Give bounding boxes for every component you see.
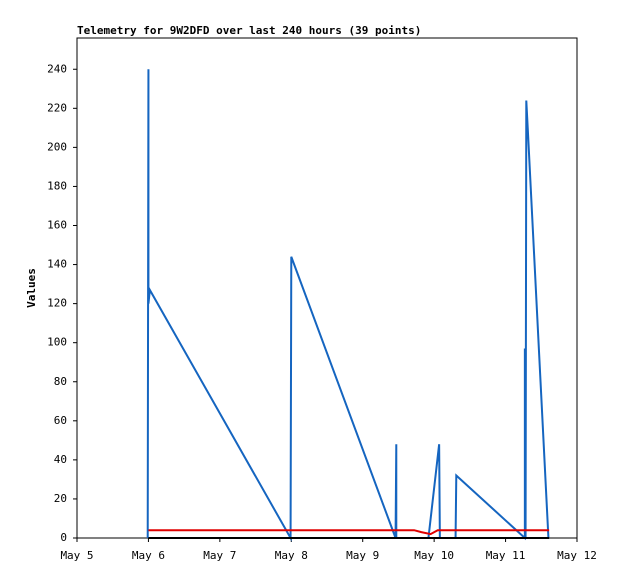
y-tick-label: 40 — [54, 453, 67, 466]
x-tick-label: May 8 — [275, 549, 308, 562]
x-tick-label: May 11 — [486, 549, 526, 562]
y-tick-label: 240 — [47, 62, 67, 75]
series-line — [148, 529, 550, 536]
y-tick-label: 0 — [60, 531, 67, 544]
y-tick-label: 220 — [47, 101, 67, 114]
series-line — [146, 69, 550, 542]
y-tick-label: 80 — [54, 375, 67, 388]
y-tick-label: 60 — [54, 414, 67, 427]
y-tick-label: 200 — [47, 140, 67, 153]
x-tick-label: May 6 — [132, 549, 165, 562]
x-tick-label: May 7 — [203, 549, 236, 562]
x-tick-label: May 5 — [60, 549, 93, 562]
y-tick-label: 160 — [47, 219, 67, 232]
y-tick-label: 120 — [47, 297, 67, 310]
chart-title: Telemetry for 9W2DFD over last 240 hours… — [77, 24, 421, 37]
plot-frame — [76, 37, 578, 539]
y-tick-label: 100 — [47, 336, 67, 349]
y-axis-label: Values — [25, 268, 38, 308]
y-tick-label: 140 — [47, 258, 67, 271]
x-tick-label: May 9 — [346, 549, 379, 562]
y-tick-label: 20 — [54, 492, 67, 505]
x-tick-label: May 10 — [414, 549, 454, 562]
y-tick-label: 180 — [47, 179, 67, 192]
x-tick-label: May 12 — [557, 549, 597, 562]
